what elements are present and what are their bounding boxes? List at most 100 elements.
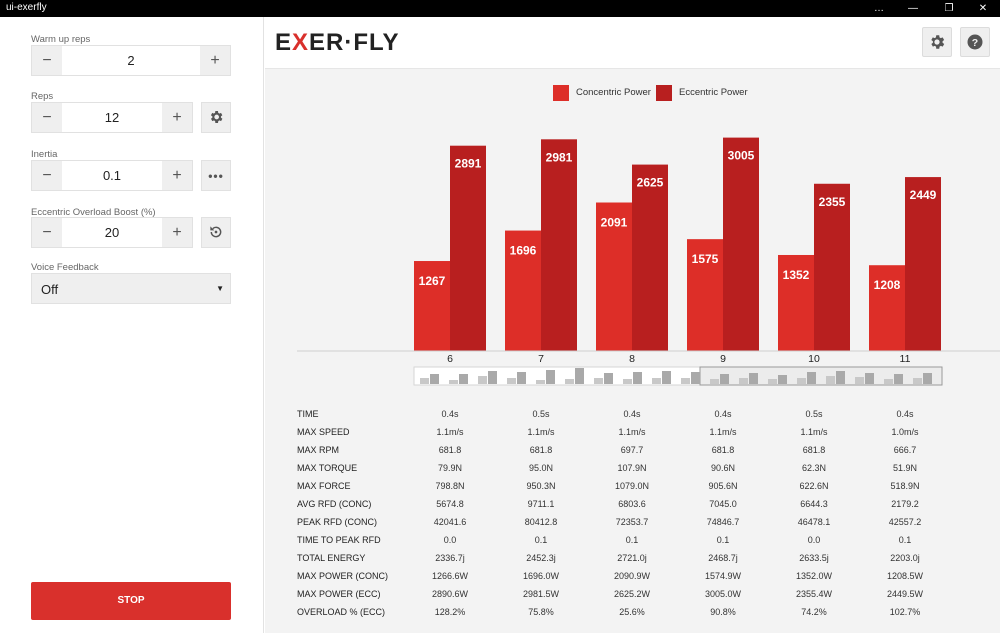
bar-eccentric[interactable] bbox=[450, 145, 486, 351]
bar-concentric[interactable] bbox=[869, 265, 905, 351]
inertia-more-button[interactable]: ••• bbox=[201, 160, 231, 191]
bar-value-label: 1267 bbox=[419, 274, 446, 288]
metric-value: 2721.0j bbox=[617, 553, 647, 563]
overload-value[interactable]: 20 bbox=[104, 225, 120, 240]
close-icon[interactable]: ✕ bbox=[978, 3, 988, 14]
metric-value: 80412.8 bbox=[524, 517, 558, 527]
bar-value-label: 2355 bbox=[819, 195, 846, 209]
warmup-decrement-button[interactable]: − bbox=[32, 46, 62, 75]
metric-value: 681.8 bbox=[438, 445, 462, 455]
metric-label: MAX TORQUE bbox=[297, 463, 358, 473]
overload-reset-button[interactable] bbox=[201, 217, 231, 248]
metric-value: 518.9N bbox=[890, 481, 920, 491]
warmup-value[interactable]: 2 bbox=[127, 53, 135, 68]
metric-value: 2336.7j bbox=[435, 553, 465, 563]
more-icon[interactable]: … bbox=[874, 3, 884, 14]
metric-label: MAX RPM bbox=[297, 445, 340, 455]
navigator-mini-bar bbox=[517, 372, 526, 384]
voice-feedback-select[interactable]: Off ▼ bbox=[31, 273, 231, 304]
metric-label: TIME bbox=[297, 409, 319, 419]
power-bar-chart: 1267 2891 1696 2981 2091 2625 1575 3005 1352 2355… bbox=[297, 137, 1000, 386]
navigator-mini-bar bbox=[768, 379, 777, 384]
bar-eccentric[interactable] bbox=[632, 164, 668, 351]
metric-value: 51.9N bbox=[892, 463, 918, 473]
overload-label: Eccentric Overload Boost (%) bbox=[31, 207, 156, 218]
overload-increment-button[interactable]: + bbox=[162, 218, 192, 247]
bar-eccentric[interactable] bbox=[905, 177, 941, 351]
x-tick-label: 8 bbox=[629, 353, 635, 365]
metric-label: AVG RFD (CONC) bbox=[297, 499, 372, 509]
reps-settings-button[interactable] bbox=[201, 102, 231, 133]
metric-value: 1.0m/s bbox=[891, 427, 919, 437]
settings-button[interactable] bbox=[922, 27, 952, 57]
overload-decrement-button[interactable]: − bbox=[32, 218, 62, 247]
stop-button[interactable]: STOP bbox=[31, 582, 231, 620]
navigator-selection[interactable] bbox=[699, 366, 943, 386]
help-button[interactable]: ? bbox=[960, 27, 990, 57]
bar-eccentric[interactable] bbox=[814, 183, 850, 351]
metric-value: 1.1m/s bbox=[800, 427, 828, 437]
navigator-mini-bar bbox=[884, 379, 893, 384]
metric-label: TIME TO PEAK RFD bbox=[297, 535, 381, 545]
reps-label: Reps bbox=[31, 91, 54, 102]
navigator-mini-bar bbox=[836, 371, 845, 384]
metric-value: 2355.4W bbox=[795, 589, 833, 599]
metric-value: 798.8N bbox=[435, 481, 465, 491]
inertia-decrement-button[interactable]: − bbox=[32, 161, 62, 190]
title-bar: ui-exerfly … — ❐ ✕ bbox=[0, 0, 1000, 17]
x-tick-label: 6 bbox=[447, 353, 453, 365]
bar-concentric[interactable] bbox=[596, 202, 632, 351]
navigator-mini-bar bbox=[478, 376, 487, 384]
bar-value-label: 2091 bbox=[601, 216, 628, 230]
metric-value: 95.0N bbox=[528, 463, 554, 473]
bar-value-label: 2449 bbox=[910, 188, 937, 202]
warmup-increment-button[interactable]: + bbox=[200, 46, 230, 75]
reps-decrement-button[interactable]: − bbox=[32, 103, 62, 132]
bar-concentric[interactable] bbox=[687, 239, 723, 351]
navigator-mini-bar bbox=[594, 378, 603, 384]
navigator-mini-bar bbox=[855, 377, 864, 384]
bar-eccentric[interactable] bbox=[541, 139, 577, 351]
metric-value: 7045.0 bbox=[709, 499, 737, 509]
reps-value[interactable]: 12 bbox=[104, 110, 120, 125]
metric-value: 2203.0j bbox=[890, 553, 920, 563]
bar-concentric[interactable] bbox=[778, 254, 814, 351]
metric-value: 46478.1 bbox=[797, 517, 831, 527]
metric-label: TOTAL ENERGY bbox=[297, 553, 366, 563]
metric-value: 6803.6 bbox=[618, 499, 646, 509]
svg-text:?: ? bbox=[972, 37, 978, 49]
metric-value: 1696.0W bbox=[522, 571, 560, 581]
metric-label: MAX POWER (CONC) bbox=[297, 571, 388, 581]
inertia-value[interactable]: 0.1 bbox=[102, 168, 122, 183]
inertia-increment-button[interactable]: + bbox=[162, 161, 192, 190]
navigator-mini-bar bbox=[778, 375, 787, 384]
metric-value: 2633.5j bbox=[799, 553, 829, 563]
rep-navigator[interactable] bbox=[413, 366, 943, 386]
navigator-mini-bar bbox=[739, 378, 748, 384]
metric-value: 90.8% bbox=[710, 607, 736, 617]
navigator-mini-bar bbox=[894, 374, 903, 384]
x-tick-label: 10 bbox=[808, 353, 820, 365]
bar-eccentric[interactable] bbox=[723, 137, 759, 351]
metric-value: 42557.2 bbox=[888, 517, 922, 527]
metric-value: 25.6% bbox=[619, 607, 645, 617]
metric-value: 1208.5W bbox=[886, 571, 924, 581]
minimize-icon[interactable]: — bbox=[908, 3, 918, 14]
voice-feedback-value: Off bbox=[41, 282, 59, 297]
bar-concentric[interactable] bbox=[505, 230, 541, 351]
bar-concentric[interactable] bbox=[414, 261, 450, 351]
metric-value: 75.8% bbox=[528, 607, 554, 617]
maximize-icon[interactable]: ❐ bbox=[944, 3, 954, 14]
overload-stepper: − 20 + bbox=[31, 217, 193, 248]
legend-swatch-eccentric bbox=[656, 85, 672, 101]
navigator-mini-bar bbox=[749, 373, 758, 384]
x-tick-label: 9 bbox=[720, 353, 726, 365]
metric-value: 72353.7 bbox=[615, 517, 649, 527]
gear-icon bbox=[931, 35, 945, 49]
reps-increment-button[interactable]: + bbox=[162, 103, 192, 132]
metric-value: 0.1 bbox=[716, 535, 730, 545]
metric-value: 9711.1 bbox=[527, 499, 555, 509]
metric-value: 90.6N bbox=[710, 463, 736, 473]
navigator-mini-bar bbox=[913, 378, 922, 384]
bar-value-label: 2981 bbox=[546, 150, 573, 164]
